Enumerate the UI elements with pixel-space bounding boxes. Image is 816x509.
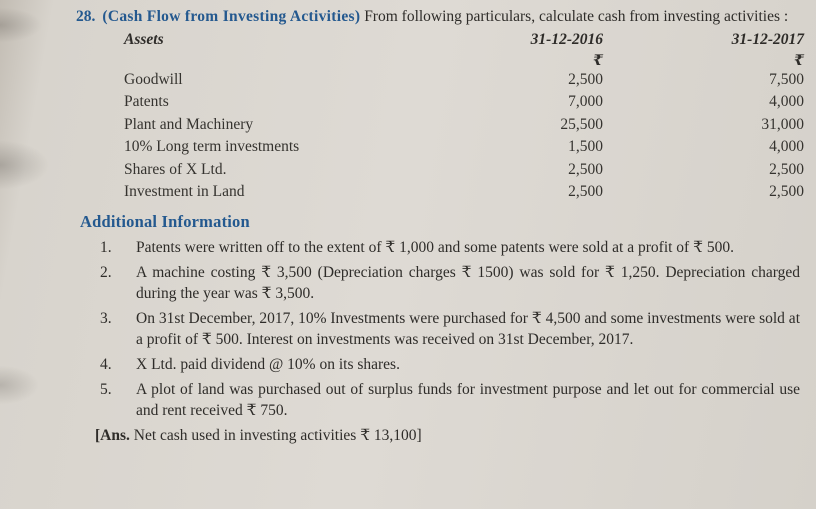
asset-value-2016: 1,500: [568, 138, 603, 156]
asset-value-2016: 2,500: [568, 160, 603, 178]
asset-name: Goodwill: [124, 71, 183, 88]
answer-line: [Ans. Net cash used in investing activit…: [95, 425, 802, 446]
list-item: 5. A plot of land was purchased out of s…: [100, 379, 802, 421]
asset-name: Investment in Land: [124, 182, 245, 200]
list-item-text: A plot of land was purchased out of surp…: [136, 381, 800, 420]
list-item-text: Patents were written off to the extent o…: [136, 239, 734, 257]
list-item: 3. On 31st December, 2017, 10% Investmen…: [100, 308, 802, 350]
list-item-number: 2.: [100, 264, 112, 282]
table-row: Shares of X Ltd. 2,500 2,500: [124, 161, 804, 183]
asset-name: Patents: [124, 93, 169, 111]
problem-statement: 28. (Cash Flow from Investing Activities)…: [38, 7, 802, 27]
currency-row: ₹ ₹: [124, 52, 804, 71]
problem-number: 28.: [76, 8, 96, 25]
answer-text: Net cash used in investing activities ₹ …: [133, 427, 422, 445]
list-item: 4. X Ltd. paid dividend @ 10% on its sha…: [100, 354, 802, 375]
list-item-number: 4.: [100, 356, 112, 374]
asset-value-2017: 7,500: [769, 71, 804, 88]
table-header-row: Assets 31-12-2016 31-12-2017: [124, 31, 804, 52]
problem-title: (Cash Flow from Investing Activities): [102, 8, 361, 25]
table-row: Investment in Land 2,500 2,500: [124, 183, 804, 205]
answer-prefix: [Ans.: [95, 427, 130, 445]
currency-symbol-2017: ₹: [793, 53, 804, 69]
empty-cell: [124, 52, 402, 71]
asset-value-2016: 2,500: [568, 182, 603, 200]
asset-value-2016: 2,500: [568, 71, 603, 88]
asset-value-2017: 2,500: [769, 160, 804, 178]
asset-name: Plant and Machinery: [124, 115, 254, 133]
column-header-2016: 31-12-2016: [530, 31, 603, 48]
list-item-number: 1.: [100, 239, 112, 257]
column-header-2017: 31-12-2017: [731, 31, 804, 48]
list-item-text: X Ltd. paid dividend @ 10% on its shares…: [136, 356, 400, 374]
asset-value-2017: 31,000: [761, 115, 804, 133]
asset-name: Shares of X Ltd.: [124, 160, 227, 178]
asset-value-2017: 4,000: [769, 93, 804, 111]
asset-value-2017: 2,500: [769, 182, 804, 200]
list-item-text: A machine costing ₹ 3,500 (Depreciation …: [136, 264, 800, 303]
asset-value-2017: 4,000: [769, 138, 804, 156]
list-item-text: On 31st December, 2017, 10% Investments …: [136, 310, 800, 349]
currency-symbol-2016: ₹: [592, 53, 603, 69]
additional-information-list: 1. Patents were written off to the exten…: [38, 237, 802, 421]
assets-table: Assets 31-12-2016 31-12-2017 ₹ ₹ Goodwil…: [124, 31, 804, 205]
list-item-number: 3.: [100, 310, 112, 328]
table-row: Patents 7,000 4,000: [124, 93, 804, 115]
asset-name: 10% Long term investments: [124, 138, 300, 156]
list-item-number: 5.: [100, 381, 112, 399]
table-row: 10% Long term investments 1,500 4,000: [124, 138, 804, 160]
table-row: Goodwill 2,500 7,500: [124, 71, 804, 93]
list-item: 1. Patents were written off to the exten…: [100, 237, 802, 258]
list-item: 2. A machine costing ₹ 3,500 (Depreciati…: [100, 262, 802, 304]
additional-information-heading: Additional Information: [80, 212, 250, 232]
table-row: Plant and Machinery 25,500 31,000: [124, 116, 804, 138]
asset-value-2016: 25,500: [560, 115, 603, 133]
column-header-assets: Assets: [124, 31, 164, 48]
problem-intro: From following particulars, calculate ca…: [364, 8, 789, 25]
asset-value-2016: 7,000: [568, 93, 603, 111]
